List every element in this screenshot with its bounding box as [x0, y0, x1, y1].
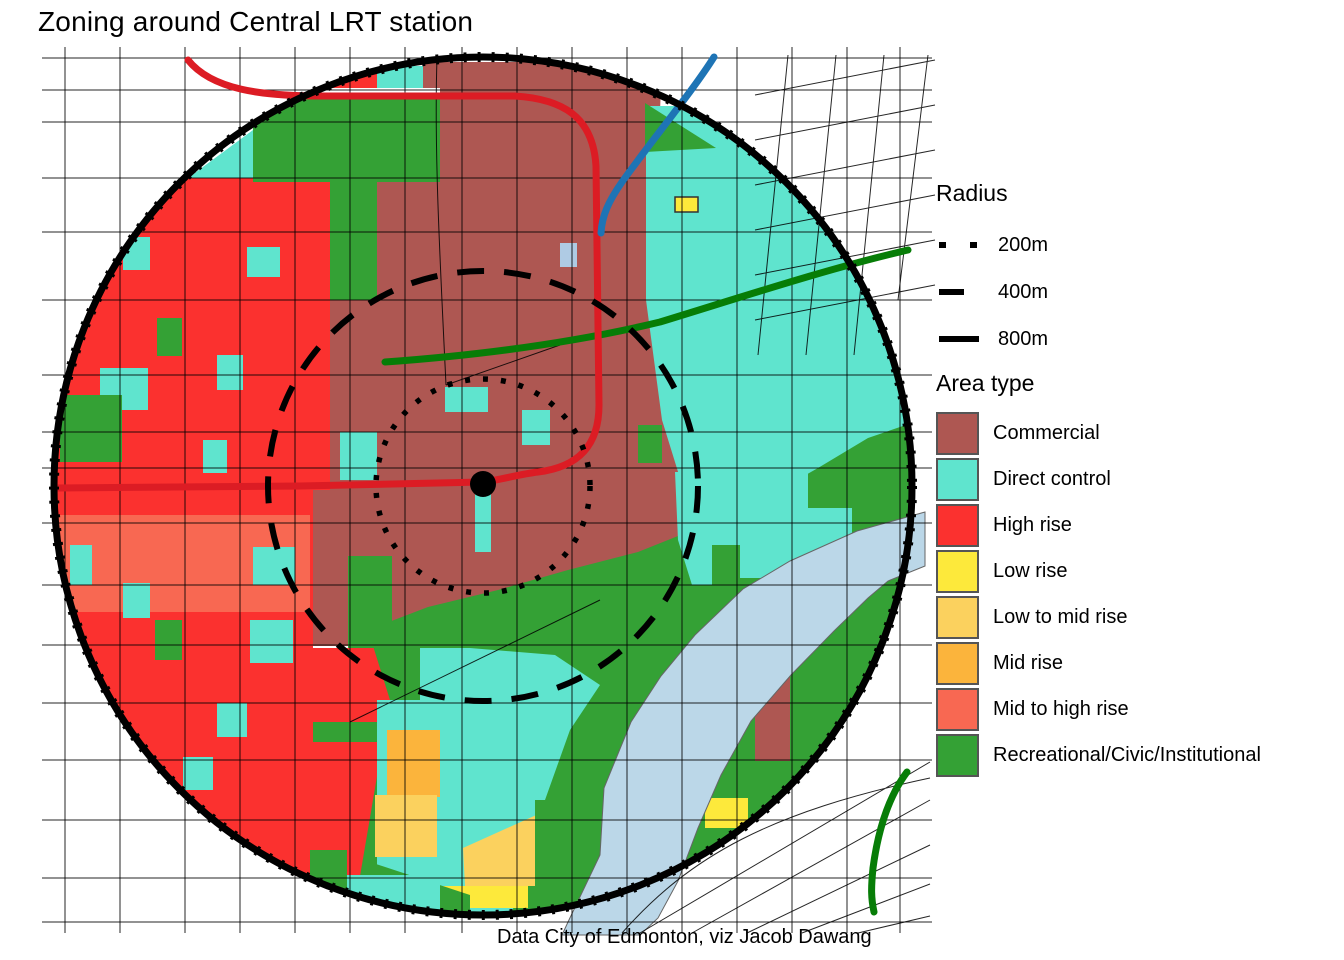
radius-label: 200m [998, 233, 1049, 256]
cyan-patch [217, 355, 243, 390]
mid-to-high-rise-swatch [936, 688, 979, 731]
legend-item-direct-control: Direct control [936, 458, 1111, 501]
solid-line-icon [939, 336, 979, 342]
radius-200m-circle [373, 376, 593, 596]
radius-legend-item-200m: 200m [936, 232, 1048, 258]
high-rise-swatch [936, 504, 979, 547]
area-legend-heading: Area type [936, 370, 1035, 396]
low-rise-swatch [936, 550, 979, 593]
commercial-swatch [936, 412, 979, 455]
legend-item-low-rise: Low rise [936, 550, 1067, 593]
radius-400m-circle [265, 268, 701, 704]
street-diagonals [349, 57, 931, 934]
cyan-patch [475, 490, 491, 552]
legend-label: Low to mid rise [993, 606, 1128, 628]
area-type-legend: Area type Commercial Direct control High… [936, 370, 1336, 777]
low-to-mid-rise-swatch [936, 596, 979, 639]
legend-item-high-rise: High rise [936, 504, 1072, 547]
light-blue-parcel [560, 243, 577, 267]
legend-label: Commercial [993, 422, 1100, 444]
zone-low-to-mid-block-2 [463, 812, 543, 886]
legend-label: Low rise [993, 560, 1068, 582]
zone-green-ne-triangle [645, 103, 716, 152]
dotted-line-icon [939, 242, 979, 248]
dashed-line-icon [939, 289, 964, 295]
zone-green-sw-center-patch [348, 556, 392, 648]
zone-mid-rise-block [387, 730, 440, 797]
metro-line-blue [597, 53, 718, 237]
legend-item-commercial: Commercial [936, 412, 1100, 455]
radius-label: 800m [998, 327, 1049, 350]
zone-green-bottom-block [535, 800, 583, 905]
zone-direct-control-sw-field [377, 648, 600, 915]
station-marker [470, 471, 496, 497]
zone-low-to-mid-block-1 [375, 795, 437, 857]
zone-cyan-nw-triangle [188, 130, 253, 178]
valley-line-green-west [381, 246, 912, 366]
legend-label: Mid rise [993, 652, 1064, 674]
legend-item-mid-rise: Mid rise [936, 642, 1063, 685]
radius-legend: Radius 200m 400m 800m [936, 180, 1336, 350]
cyan-patch [522, 410, 550, 445]
legend-item-low-to-mid-rise: Low to mid rise [936, 596, 1128, 639]
zoning-layer [54, 62, 912, 915]
caption: Data City of Edmonton, viz Jacob Dawang [497, 926, 872, 948]
zone-cyan-top-rect [377, 66, 423, 88]
cyan-patch [217, 703, 247, 737]
valley-line-green-south [868, 768, 911, 916]
legend-item-recreational: Recreational/Civic/Institutional [936, 734, 1261, 777]
green-patch [157, 318, 182, 356]
legend-label: Direct control [993, 468, 1111, 490]
radius-legend-item-800m: 800m [936, 326, 1048, 352]
cyan-patch [340, 432, 377, 480]
green-patch [638, 425, 662, 463]
zone-green-top-column [330, 182, 377, 300]
cyan-patch [445, 387, 488, 412]
river [561, 511, 926, 936]
cyan-patch [70, 545, 92, 585]
radius-label: 400m [998, 280, 1049, 303]
legend-label: Recreational/Civic/Institutional [993, 744, 1261, 766]
radius-800m-circle-texture [49, 52, 917, 920]
green-patch [60, 395, 122, 462]
green-patch [155, 620, 182, 660]
zone-low-rise-tiny-ne [674, 196, 699, 213]
cyan-patch [183, 757, 213, 790]
cyan-patch [247, 247, 280, 277]
radius-legend-heading: Radius [936, 180, 1008, 206]
direct-control-swatch [936, 458, 979, 501]
cyan-patch [123, 583, 150, 618]
page-title: Zoning around Central LRT station [38, 6, 474, 37]
mid-rise-swatch [936, 642, 979, 685]
lrt-line-red [53, 56, 603, 492]
radius-legend-item-400m: 400m [936, 279, 1048, 305]
legend-label: High rise [993, 514, 1072, 536]
legend-label: Mid to high rise [993, 698, 1129, 720]
legend-item-mid-to-high-rise: Mid to high rise [936, 688, 1129, 731]
zone-green-strip [313, 722, 377, 742]
recreational-swatch [936, 734, 979, 777]
cyan-patch [250, 620, 293, 663]
